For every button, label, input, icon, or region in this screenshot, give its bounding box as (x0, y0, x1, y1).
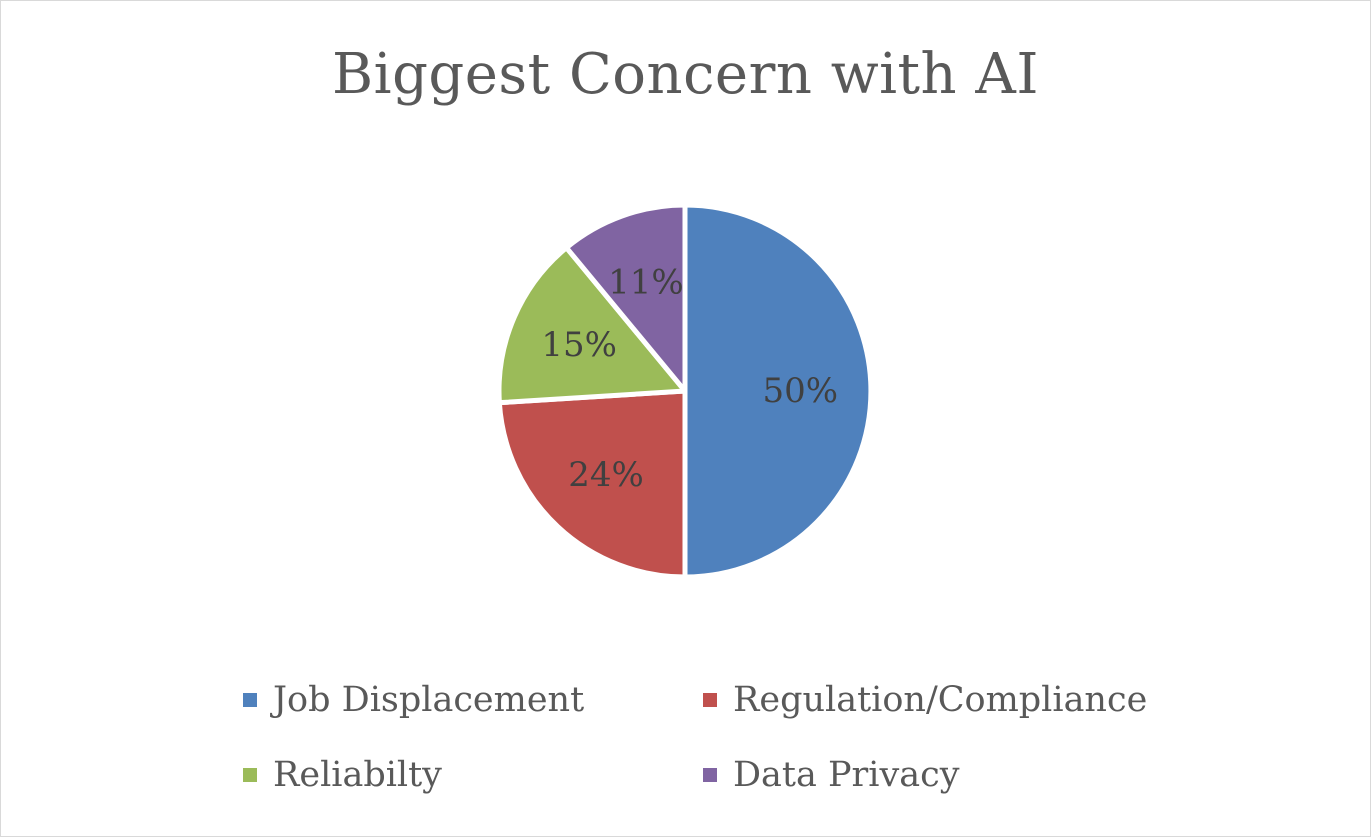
pie-slice-2 (496, 245, 688, 406)
pie-slice-3 (563, 202, 688, 394)
legend-swatch-3 (703, 768, 717, 782)
legend-item-1: Regulation/Compliance (703, 680, 1147, 720)
pie-data-label-3: 11% (608, 262, 684, 302)
legend-label-3: Data Privacy (733, 755, 960, 795)
legend-item-2: Reliabilty (243, 755, 442, 795)
legend-label-2: Reliabilty (273, 755, 442, 795)
pie-slice-1 (496, 388, 688, 580)
legend-item-0: Job Displacement (243, 680, 584, 720)
pie-data-label-0: 50% (763, 371, 839, 411)
legend-swatch-1 (703, 693, 717, 707)
legend-swatch-2 (243, 768, 257, 782)
legend-item-3: Data Privacy (703, 755, 959, 795)
legend-label-0: Job Displacement (273, 680, 585, 720)
pie-data-label-2: 15% (541, 325, 617, 365)
legend-swatch-0 (243, 693, 257, 707)
pie-slice-0 (682, 202, 874, 580)
legend-label-1: Regulation/Compliance (733, 680, 1148, 720)
chart-title: Biggest Concern with AI (332, 42, 1039, 107)
pie-data-label-1: 24% (568, 455, 644, 495)
